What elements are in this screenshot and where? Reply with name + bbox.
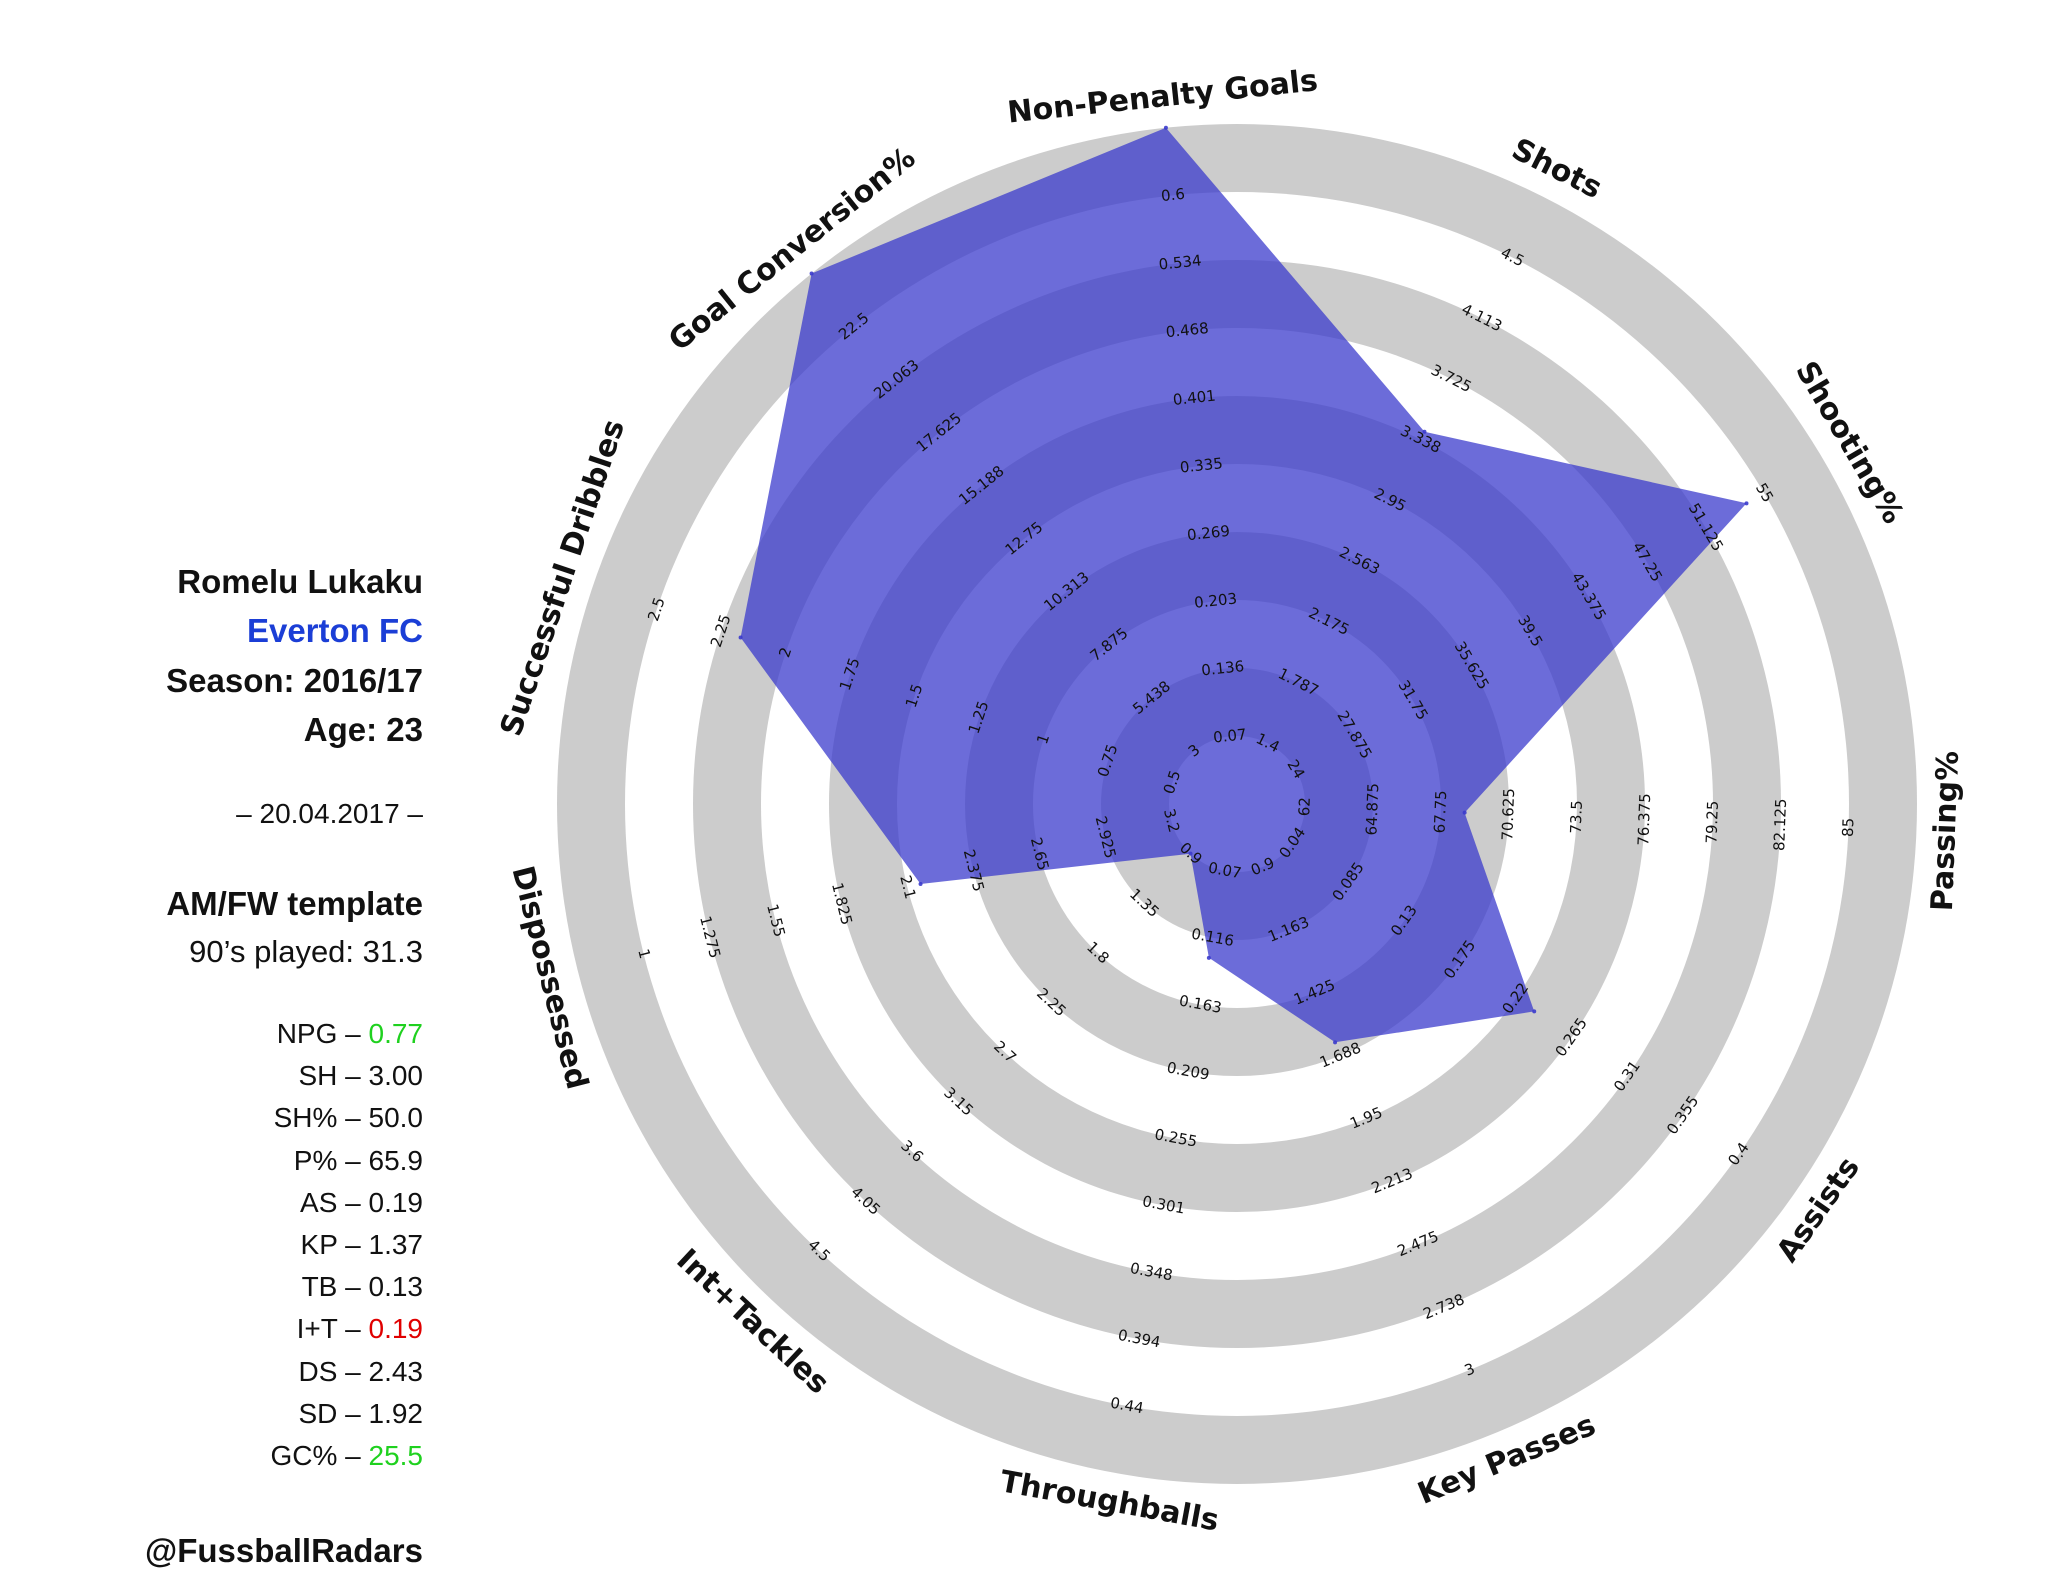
- age-label: Age: 23: [303, 711, 423, 748]
- data-point: [1532, 1009, 1537, 1014]
- data-point: [1163, 125, 1168, 130]
- tick-label: 0.269: [1186, 522, 1231, 544]
- player-name: Romelu Lukaku: [177, 563, 423, 600]
- axis-label: Passing%: [1925, 750, 1966, 912]
- tick-label: 82.125: [1770, 798, 1790, 851]
- played-label: 90’s played: 31.3: [189, 934, 423, 969]
- stat-value: 1.37: [368, 1229, 424, 1260]
- tick-label: 73.5: [1567, 800, 1586, 834]
- tick-label: 0.44: [1109, 1394, 1145, 1418]
- tick-label: 3.2: [1160, 807, 1183, 835]
- stat-row: I+T – 0.19: [297, 1315, 423, 1343]
- tick-label: 79.25: [1702, 800, 1722, 844]
- stat-value: 3.00: [368, 1060, 424, 1092]
- tick-label: 2.1: [896, 873, 919, 901]
- tick-label: 67.75: [1431, 790, 1451, 834]
- stat-value: 50.0: [368, 1102, 424, 1134]
- tick-label: 0.203: [1193, 589, 1238, 611]
- stat-label: I+T –: [296, 1313, 369, 1345]
- tick-label: 0.335: [1179, 454, 1224, 476]
- stat-row: NPG – 0.77: [277, 1020, 423, 1048]
- season-label: Season: 2016/17: [166, 662, 423, 699]
- data-point: [1206, 955, 1211, 960]
- player-info-panel: Romelu Lukaku Everton FC Season: 2016/17…: [20, 0, 424, 1567]
- tick-label: 0.401: [1172, 387, 1217, 409]
- data-point: [809, 271, 814, 276]
- stat-value: 0.77: [368, 1018, 424, 1049]
- tick-label: 0.6: [1160, 185, 1186, 205]
- axis-label: Non-Penalty Goals: [1006, 63, 1320, 130]
- stat-row: SD – 1.92: [298, 1397, 424, 1429]
- stat-label: KP –: [300, 1229, 369, 1260]
- club-name: Everton FC: [246, 612, 423, 649]
- stat-row: AS – 0.19: [300, 1186, 424, 1218]
- data-point: [1422, 429, 1427, 434]
- stat-value: 65.9: [368, 1144, 424, 1176]
- tick-label: 0.136: [1200, 657, 1245, 679]
- stat-label: AS –: [300, 1186, 369, 1218]
- data-polygon: [740, 127, 1747, 1043]
- stat-value: 0.19: [368, 1186, 424, 1218]
- stat-label: P% –: [293, 1144, 369, 1176]
- stat-row: SH – 3.00: [298, 1062, 423, 1090]
- data-point: [918, 881, 923, 886]
- tick-label: 0.468: [1165, 319, 1210, 341]
- stat-label: SD –: [298, 1397, 369, 1429]
- tick-label: 0.07: [1207, 859, 1243, 883]
- stat-value: 25.5: [368, 1440, 424, 1471]
- stat-value: 2.43: [368, 1355, 424, 1387]
- stat-row: SH% – 50.0: [274, 1104, 423, 1132]
- stat-row: GC% – 25.5: [270, 1442, 423, 1470]
- stat-label: SH% –: [273, 1102, 369, 1134]
- stat-value: 1.92: [368, 1397, 424, 1429]
- data-point: [738, 635, 743, 640]
- tick-label: 1: [634, 947, 654, 961]
- stat-value: 0.13: [368, 1271, 424, 1303]
- tick-label: 0.534: [1158, 251, 1203, 273]
- stat-row: DS – 2.43: [298, 1355, 424, 1387]
- date-label: – 20.04.2017 –: [236, 798, 423, 829]
- stat-label: SH –: [298, 1060, 369, 1092]
- tick-label: 76.375: [1634, 793, 1654, 846]
- stat-label: TB –: [301, 1271, 369, 1303]
- tick-label: 62: [1295, 797, 1314, 817]
- data-point: [1462, 810, 1467, 815]
- data-point: [1333, 1040, 1338, 1045]
- stat-label: NPG –: [276, 1018, 369, 1049]
- stat-row: TB – 0.13: [302, 1273, 423, 1301]
- stat-row: P% – 65.9: [293, 1144, 424, 1176]
- stat-value: 0.19: [368, 1313, 424, 1345]
- tick-label: 64.875: [1362, 783, 1382, 836]
- stat-label: GC% –: [270, 1440, 369, 1471]
- stat-label: DS –: [298, 1355, 369, 1387]
- tick-label: 0.07: [1212, 725, 1247, 746]
- stat-row: KP – 1.37: [301, 1231, 423, 1259]
- tick-label: 70.625: [1498, 788, 1518, 841]
- data-point: [1188, 851, 1193, 856]
- data-point: [1744, 501, 1749, 506]
- template-label: AM/FW template: [166, 885, 423, 922]
- tick-label: 85: [1839, 817, 1858, 837]
